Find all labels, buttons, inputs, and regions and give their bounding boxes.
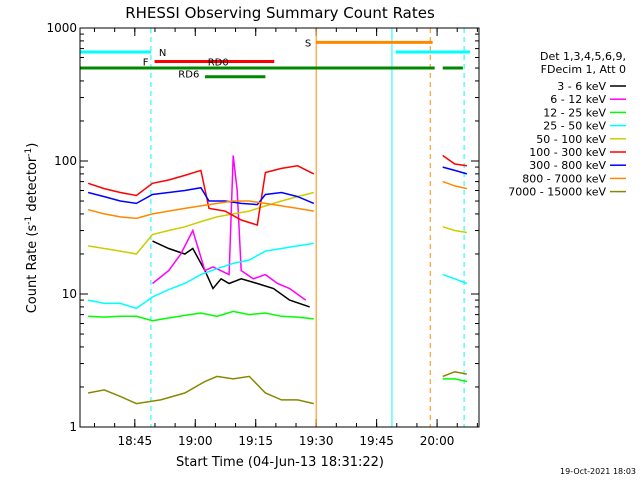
series-line [88,310,314,322]
legend-entry-label: 3 - 6 keV [557,80,606,93]
legend-header-line: Det 1,3,4,5,6,9, [540,50,626,63]
legend-entry-label: 300 - 800 keV [529,159,606,172]
y-tick-label: 10 [62,287,77,301]
x-tick-label: 19:45 [359,434,394,448]
series-line-late [442,166,468,175]
flag-label-rd6: RD6 [178,69,199,80]
series-line [87,186,315,206]
flag-label-f: F [143,57,149,68]
series-line [152,155,307,301]
flag-label-n: N [159,48,166,59]
plot-frame [79,27,480,428]
series-line-late [442,371,468,378]
series-line-late [442,226,468,234]
y-tick-label: 1 [69,420,77,434]
legend-entry-label: 100 - 300 keV [529,146,606,159]
series-line [87,200,314,220]
x-axis-label: Start Time (04-Jun-13 18:31:22) [176,455,384,470]
footer-timestamp: 19-Oct-2021 18:03 [560,467,636,476]
x-tick-label: 19:30 [299,434,334,448]
flag-label-s: S [305,38,311,49]
legend-entry-label: 12 - 25 keV [543,106,606,119]
legend-entry-label: 50 - 100 keV [536,133,606,146]
plot-area: 1 10 100 1000 18:45 19:00 19:15 19:30 19:45 20:00… [46,21,479,448]
x-tick-label: 20:00 [420,434,455,448]
y-axis-label: Count Rate (s-1 detector-1) [24,143,40,314]
y-tick-label: 1000 [46,21,77,35]
legend-entry-label: 25 - 50 keV [543,120,606,133]
x-tick-label: 19:00 [178,434,213,448]
x-tick-label: 19:15 [238,434,273,448]
legend-header-line: FDecim 1, Att 0 [541,63,626,76]
legend-entry-label: 7000 - 15000 keV [508,186,606,199]
series-line-late [442,154,468,167]
y-tick-label: 100 [54,154,77,168]
legend-entry-label: 800 - 7000 keV [522,172,606,185]
y-axis-label-superscript: -1 [24,216,34,225]
series-line [87,375,314,405]
chart-title: RHESSI Observing Summary Count Rates [125,4,435,22]
series-line [87,191,314,255]
series-line-late [442,378,468,383]
x-tick-label: 18:45 [118,434,153,448]
series-line [87,165,315,226]
flag-label-rd0: RD0 [208,57,229,68]
series-line [87,242,314,310]
legend: Det 1,3,4,5,6,9,FDecim 1, Att 0 3 - 6 keV… [508,50,626,199]
legend-entry-label: 6 - 12 keV [550,93,606,106]
series-line-late [442,273,468,285]
series-line-late [442,180,468,190]
series-line [152,240,310,308]
y-axis-label-superscript-2: -1 [24,148,34,157]
